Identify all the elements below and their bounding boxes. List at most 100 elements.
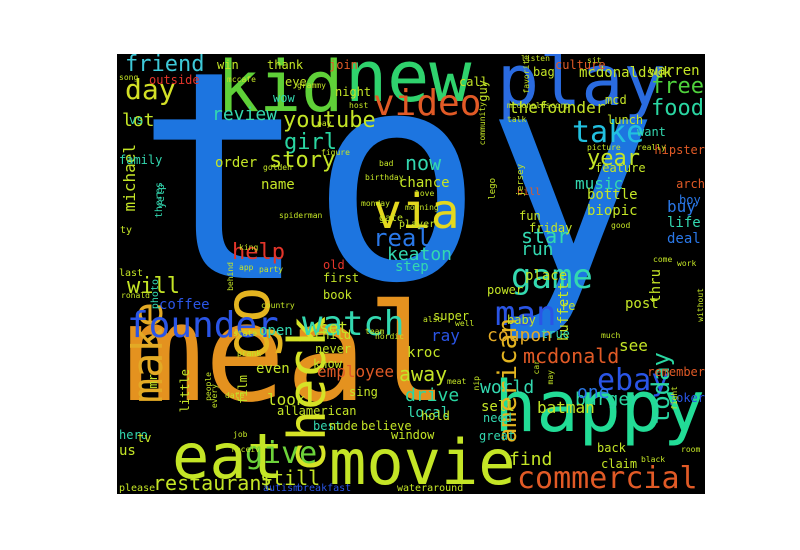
cloud-word: guy [476, 80, 490, 102]
cloud-word: figure [321, 148, 350, 157]
cloud-word: employee [317, 362, 395, 381]
cloud-word: hold [421, 409, 450, 423]
cloud-word: set [319, 318, 348, 337]
cloud-word: without [696, 288, 705, 322]
cloud-word: video [373, 83, 482, 124]
cloud-word: friend [125, 54, 205, 77]
cloud-word: autism [263, 483, 300, 494]
cloud-word: believe [361, 419, 412, 433]
cloud-word: best [313, 419, 342, 433]
cloud-word: batman [537, 398, 595, 417]
cloud-word: away [399, 362, 448, 386]
cloud-word: ty [120, 225, 133, 236]
cloud-word: know [313, 357, 342, 371]
cloud-word: party [259, 265, 284, 274]
cloud-word: order [215, 155, 258, 171]
cloud-word: free [651, 74, 704, 99]
cloud-word: meal [123, 275, 449, 432]
cloud-word: player [399, 219, 436, 230]
cloud-word: find [509, 449, 553, 470]
cloud-word: behind [226, 262, 235, 291]
cloud-word: give [245, 436, 318, 471]
cloud-word: food [651, 96, 704, 121]
cloud-word: prank [237, 349, 262, 358]
cloud-word: gate [379, 213, 404, 224]
cloud-word: country [261, 301, 295, 310]
cloud-word: tv [137, 431, 152, 445]
cloud-word: eat [172, 420, 284, 493]
cloud-word: call [459, 75, 488, 89]
cloud-word: mccafe [227, 75, 256, 84]
cloud-word: coupon [487, 325, 553, 346]
cloud-word: allamerican [277, 404, 357, 418]
cloud-word: morning [405, 203, 439, 212]
cloud-word: first [323, 271, 360, 285]
cloud-word: date [225, 391, 245, 400]
cloud-word: room [681, 445, 701, 454]
cloud-word: play [497, 54, 666, 122]
cloud-word: girl [284, 130, 337, 155]
cloud-word: boy [679, 193, 701, 207]
cloud-word: kid [217, 54, 344, 128]
cloud-word: mcdonald [523, 344, 620, 368]
cloud-word: outside [149, 73, 200, 87]
cloud-word: love [415, 189, 435, 198]
cloud-word: really [637, 143, 666, 152]
cloud-word: warren [649, 63, 700, 79]
cloud-word: team [365, 327, 385, 336]
cloud-word: founder [127, 305, 279, 346]
cloud-word: deal [667, 231, 701, 247]
cloud-word: watch [302, 304, 405, 344]
cloud-word: day [125, 73, 176, 106]
cloud-word: app [239, 263, 254, 272]
cloud-word: review [212, 104, 278, 125]
cloud-word: us [119, 443, 136, 459]
cloud-word: may [546, 370, 555, 385]
cloud-word: nude [329, 419, 358, 433]
cloud-word: commercial [517, 461, 698, 494]
cloud-word: work [677, 259, 697, 268]
cloud-word: people [204, 372, 213, 401]
cloud-word: culture [555, 58, 606, 72]
cloud-word: well [455, 319, 475, 328]
cloud-word: mcdonaldscorp [507, 101, 570, 110]
cloud-word: sell [481, 399, 515, 415]
cloud-word: song [119, 73, 139, 82]
cloud-word: lunch [607, 113, 644, 127]
cloud-word: coffee [159, 297, 210, 313]
cloud-word: one [577, 382, 610, 403]
cloud-word: great [479, 429, 516, 443]
cloud-word: fight [670, 386, 679, 411]
cloud-word: baby [507, 313, 536, 327]
cloud-word: real [373, 224, 431, 252]
cloud-word: eye [285, 75, 307, 89]
cloud-word: thank [267, 58, 304, 72]
cloud-word: true [541, 327, 570, 341]
cloud-word: story [269, 148, 336, 173]
cloud-word: local [407, 405, 450, 421]
cloud-word: book [323, 288, 352, 302]
cloud-word: grammy [297, 81, 326, 90]
cloud-word: spiderman [279, 211, 323, 220]
cloud-word: arch [676, 177, 705, 191]
cloud-word: music [575, 174, 624, 193]
cloud-word: nip [472, 376, 481, 391]
cloud-word: take [572, 115, 645, 150]
cloud-word: meat [447, 377, 467, 386]
cloud-word: via [373, 184, 460, 240]
cloud-word: also [423, 315, 443, 324]
cloud-word: joker [668, 391, 705, 405]
cloud-word: year [587, 146, 640, 171]
cloud-word: little [178, 369, 192, 413]
cloud-word: wow [273, 91, 295, 105]
cloud-word: burger [575, 389, 641, 410]
cloud-word: drive [405, 385, 460, 406]
cloud-word: want [637, 125, 666, 139]
cloud-word: car [532, 360, 541, 375]
cloud-word: chance [399, 175, 450, 191]
cloud-word: bottle [587, 187, 638, 203]
cloud-word: need [483, 411, 512, 425]
cloud-word: good [611, 221, 631, 230]
word-cloud: toy meal new play kid happy movie eat go check via… [117, 54, 705, 494]
cloud-word: game [511, 257, 593, 297]
